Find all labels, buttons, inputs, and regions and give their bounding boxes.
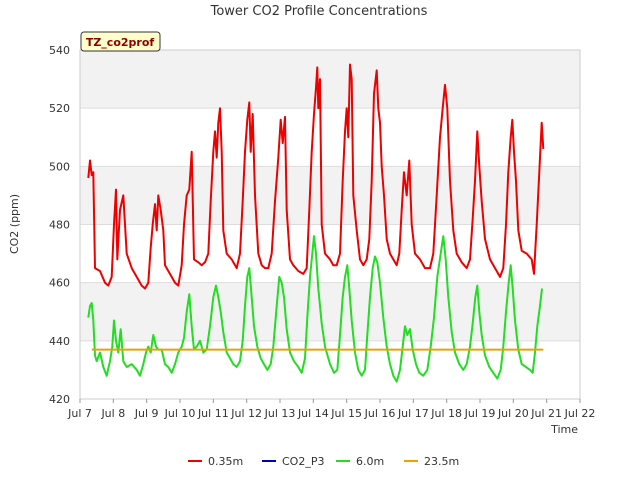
series-line-0-35m <box>87 63 545 290</box>
x-axis-label: Time <box>550 423 578 436</box>
y-tick-label: 480 <box>49 219 70 232</box>
chart-badge: TZ_co2prof <box>80 31 161 52</box>
x-tick-label: Jul 19 <box>464 407 496 420</box>
x-tick-label: Jul 7 <box>67 407 92 420</box>
x-tick-label: Jul 13 <box>264 407 296 420</box>
y-tick-label: 460 <box>49 277 70 290</box>
badge-box <box>80 31 161 52</box>
badge-label: TZ_co2prof <box>86 36 155 49</box>
background-band <box>80 282 580 341</box>
y-axis-ticks: 420 440 460 480 500 520 540 <box>49 44 70 406</box>
background-band <box>80 50 580 109</box>
x-tick-label: Jul 14 <box>297 407 329 420</box>
x-tick-label: Jul 12 <box>230 407 262 420</box>
y-tick-label: 500 <box>49 160 70 173</box>
x-tick-label: Jul 15 <box>330 407 362 420</box>
x-tick-label: Jul 17 <box>397 407 429 420</box>
legend-label: 0.35m <box>208 455 243 468</box>
legend-label: 23.5m <box>424 455 459 468</box>
x-tick-label: Jul 21 <box>530 407 562 420</box>
y-tick-label: 420 <box>49 393 70 406</box>
plot-frame <box>79 49 581 400</box>
legend-label: 6.0m <box>356 455 384 468</box>
x-tick-label: Jul 11 <box>197 407 229 420</box>
x-tick-label: Jul 16 <box>364 407 396 420</box>
legend: 0.35m CO2_P3 6.0m 23.5m <box>188 455 459 468</box>
x-tick-label: Jul 22 <box>564 407 596 420</box>
y-tick-label: 540 <box>49 44 70 57</box>
y-tick-label: 520 <box>49 102 70 115</box>
x-tick-label: Jul 20 <box>497 407 529 420</box>
background-bands <box>80 50 580 341</box>
y-axis-label: CO2 (ppm) <box>8 194 21 254</box>
x-tick-label: Jul 18 <box>430 407 462 420</box>
y-tick-label: 440 <box>49 335 70 348</box>
x-tick-label: Jul 8 <box>100 407 125 420</box>
x-axis-ticks: Jul 7 Jul 8 Jul 9 Jul 10 Jul 11 Jul 12 Jul 13 J… <box>67 399 595 420</box>
background-band <box>80 166 580 225</box>
x-tick-label: Jul 9 <box>134 407 159 420</box>
chart-title: Tower CO2 Profile Concentrations <box>210 4 428 19</box>
x-tick-label: Jul 10 <box>164 407 196 420</box>
series-lines <box>87 63 545 383</box>
legend-label: CO2_P3 <box>282 455 324 468</box>
